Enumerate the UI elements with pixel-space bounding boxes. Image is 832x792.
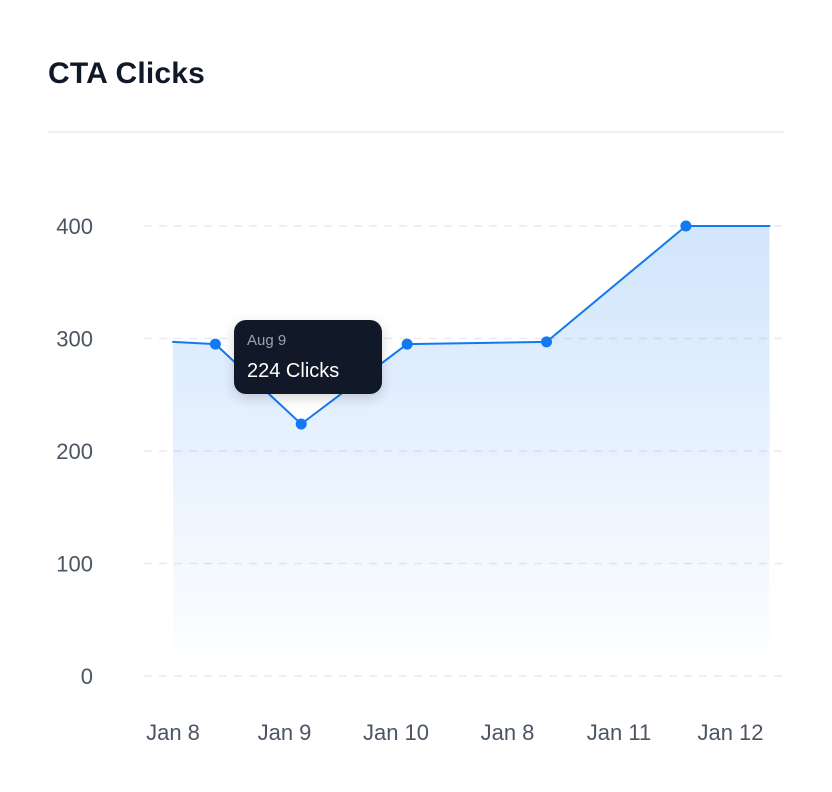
data-point — [295, 418, 307, 430]
series-area — [173, 226, 770, 676]
data-point — [401, 338, 413, 350]
data-point — [209, 338, 221, 350]
tooltip-value: 224 Clicks — [247, 360, 340, 382]
y-tick-label: 400 — [56, 214, 93, 239]
x-tick-label: Jan 10 — [363, 720, 429, 745]
y-tick-label: 200 — [56, 439, 93, 464]
data-point — [680, 220, 692, 232]
x-tick-label: Jan 12 — [697, 720, 763, 745]
x-axis-labels: Jan 8 Jan 9 Jan 10 Jan 8 Jan 11 Jan 12 — [146, 720, 763, 745]
x-tick-label: Jan 8 — [481, 720, 535, 745]
x-tick-label: Jan 9 — [258, 720, 312, 745]
title-divider — [48, 131, 784, 133]
y-tick-label: 100 — [56, 552, 93, 577]
y-tick-label: 300 — [56, 327, 93, 352]
data-points — [209, 220, 692, 430]
y-tick-label: 0 — [81, 664, 93, 689]
data-point — [541, 336, 553, 348]
x-tick-label: Jan 8 — [146, 720, 200, 745]
chart-tooltip: Aug 9 224 Clicks — [234, 320, 382, 394]
area-layer — [173, 226, 770, 676]
chart-title: CTA Clicks — [48, 57, 206, 90]
x-tick-label: Jan 11 — [587, 720, 651, 745]
tooltip-date: Aug 9 — [247, 332, 287, 349]
y-axis-labels: 0 100 200 300 400 — [56, 214, 93, 689]
